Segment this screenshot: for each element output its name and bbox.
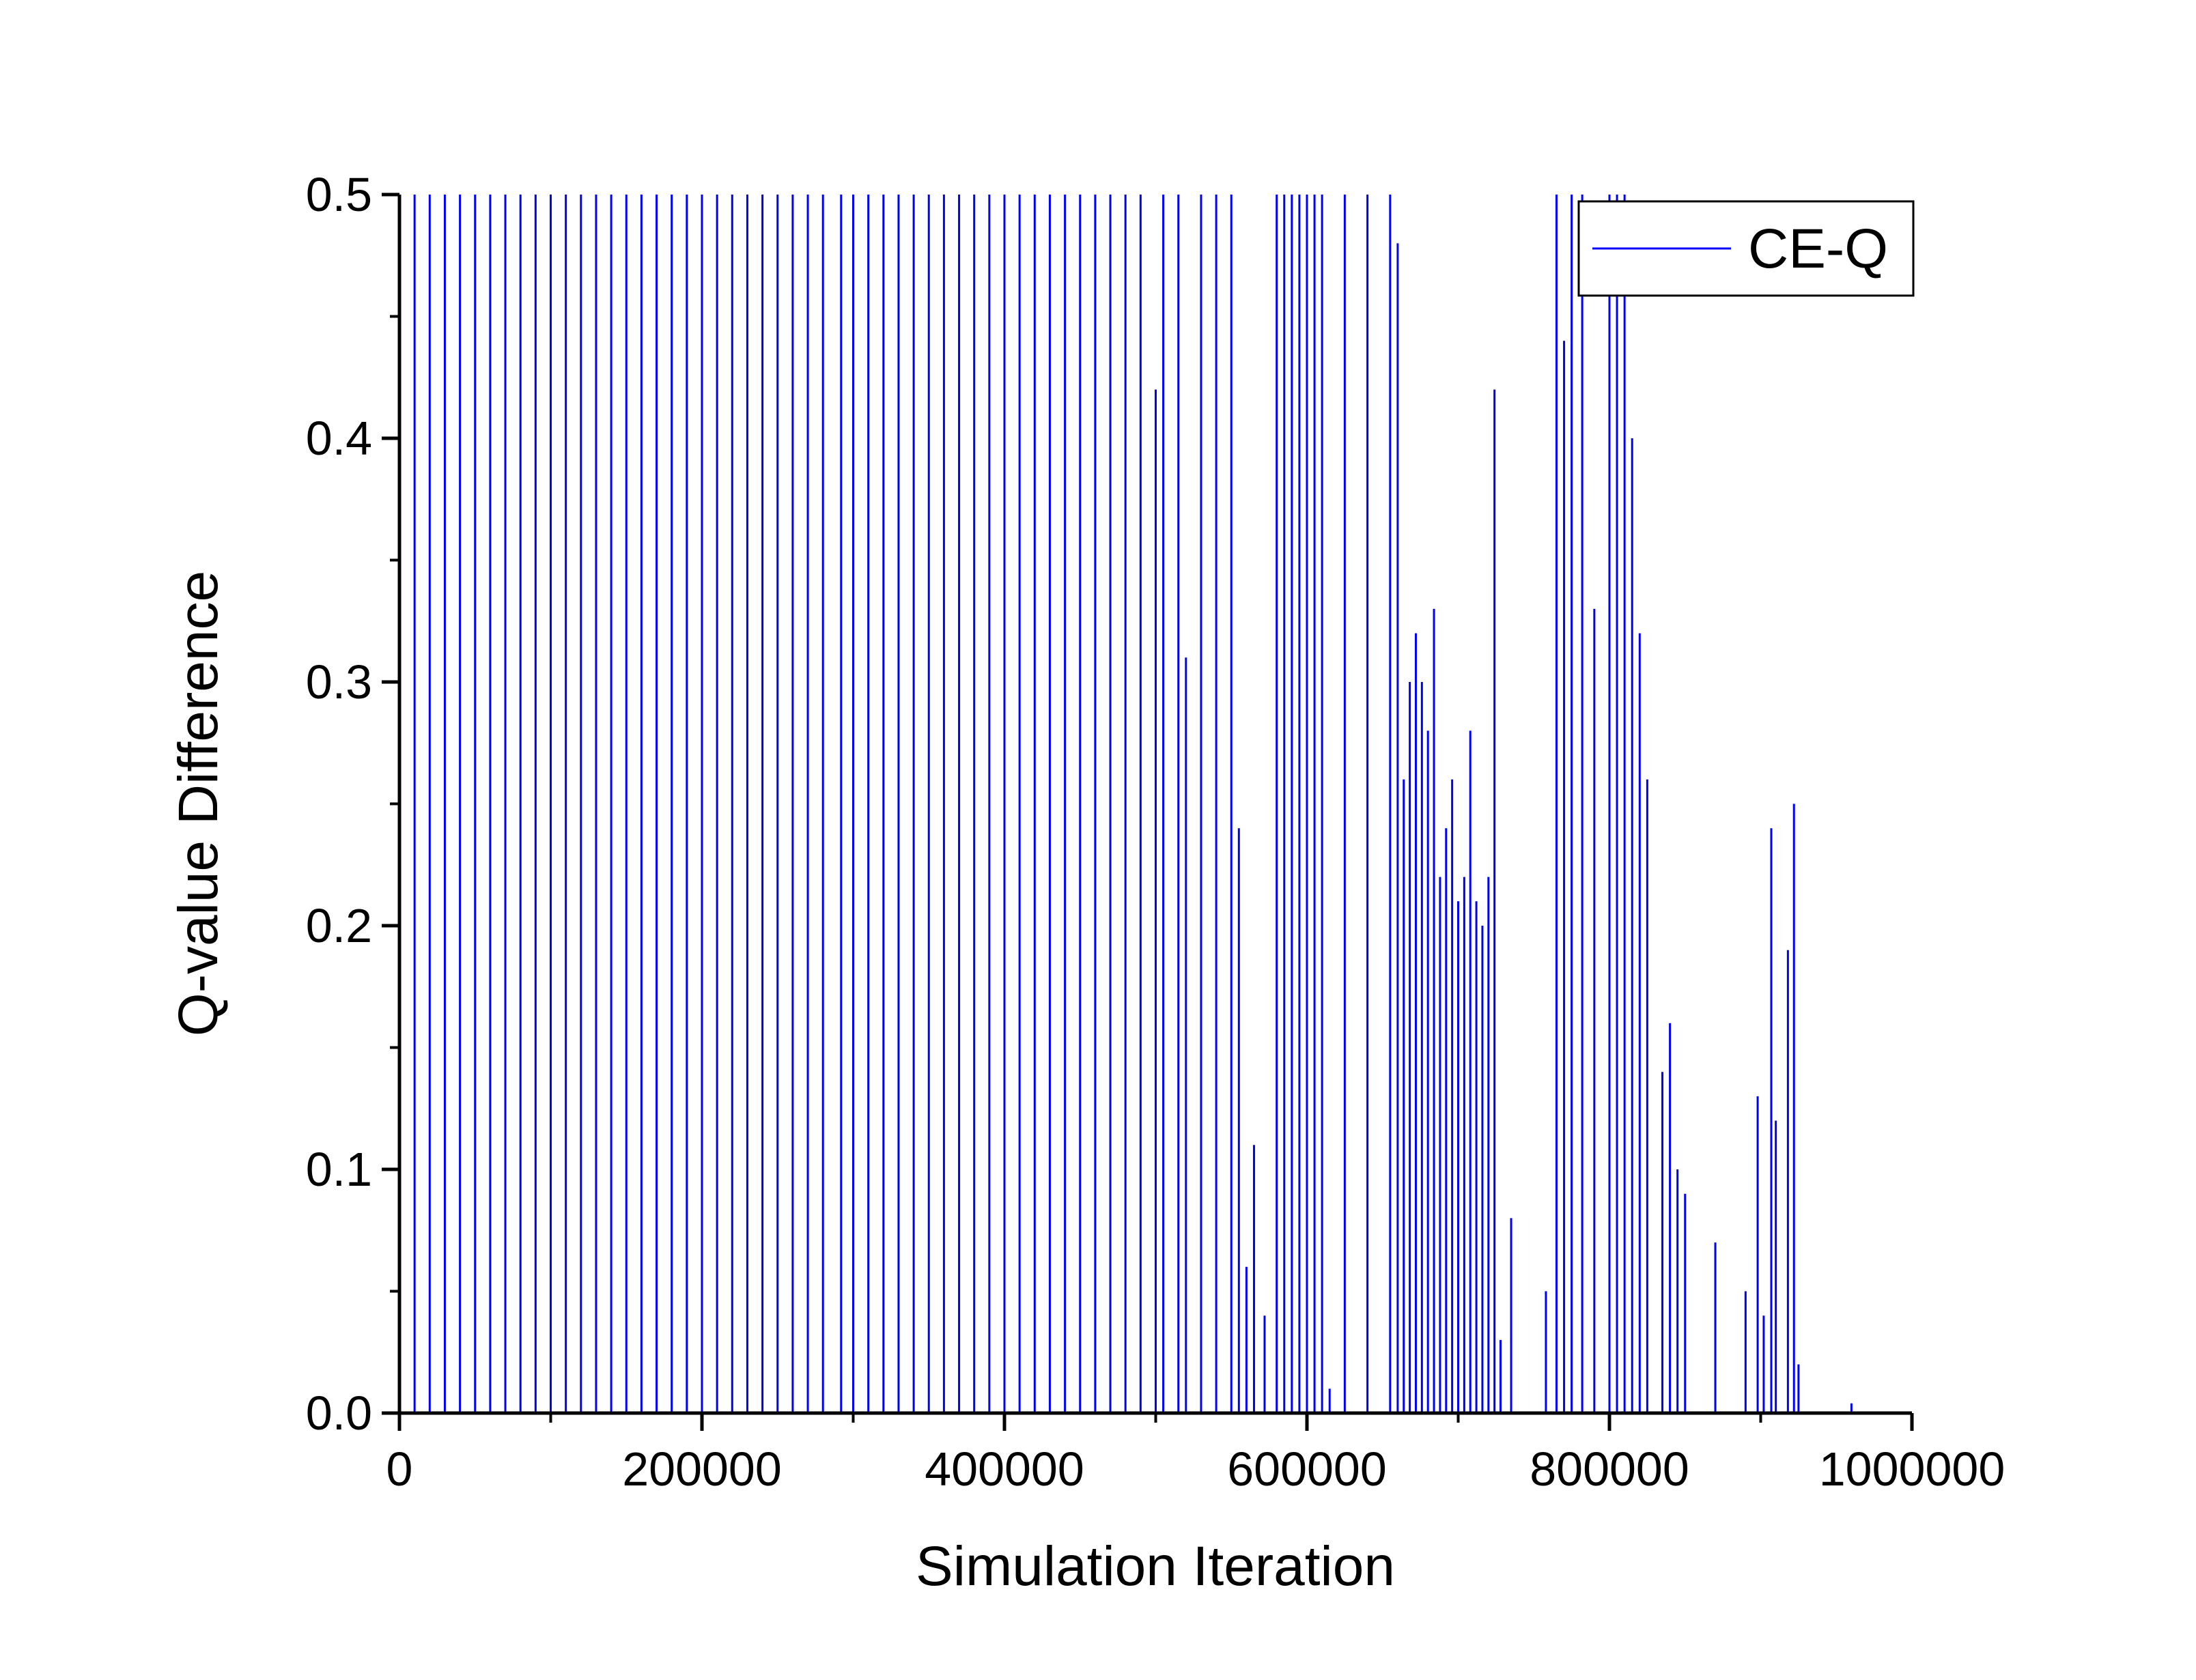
x-tick-label: 400000 <box>925 1442 1084 1496</box>
y-tick-label: 0.5 <box>306 168 372 221</box>
series-ce-q <box>413 195 1853 1413</box>
y-tick-label: 0.2 <box>306 899 372 952</box>
legend-label-ce-q: CE-Q <box>1748 218 1888 280</box>
legend: CE-Q <box>1577 200 1915 297</box>
y-tick-label: 0.3 <box>306 655 372 709</box>
y-tick-label: 0.0 <box>306 1386 372 1440</box>
y-axis-title: Q-value Difference <box>167 571 229 1036</box>
x-ticks: 0 200000 400000 600000 800000 1000000 <box>386 1413 2005 1496</box>
y-tick-label: 0.4 <box>306 412 372 465</box>
x-tick-label: 1000000 <box>1819 1442 2005 1496</box>
x-tick-label: 600000 <box>1227 1442 1387 1496</box>
x-tick-label: 0 <box>386 1442 413 1496</box>
x-tick-label: 800000 <box>1530 1442 1689 1496</box>
y-ticks: 0.0 0.1 0.2 0.3 0.4 0.5 <box>306 168 399 1440</box>
x-tick-label: 200000 <box>622 1442 782 1496</box>
x-axis-title: Simulation Iteration <box>916 1535 1395 1597</box>
y-tick-label: 0.1 <box>306 1143 372 1196</box>
